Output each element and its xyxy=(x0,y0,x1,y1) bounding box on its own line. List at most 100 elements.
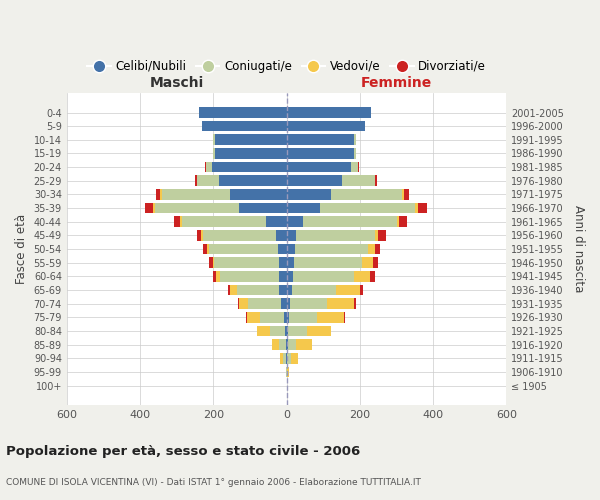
Bar xyxy=(281,298,287,309)
Bar xyxy=(156,189,160,200)
Bar xyxy=(303,216,397,227)
Bar xyxy=(248,298,281,309)
Bar xyxy=(374,230,378,240)
Bar xyxy=(201,230,203,240)
Bar xyxy=(290,298,327,309)
Bar xyxy=(307,326,331,336)
Text: Femmine: Femmine xyxy=(361,76,432,90)
Bar xyxy=(287,176,341,186)
Bar xyxy=(373,258,378,268)
Bar xyxy=(197,230,201,240)
Bar xyxy=(289,326,307,336)
Bar xyxy=(293,271,353,281)
Bar xyxy=(260,312,284,322)
Bar xyxy=(279,284,287,296)
Bar xyxy=(344,312,345,322)
Bar xyxy=(287,326,289,336)
Bar xyxy=(292,284,336,296)
Bar xyxy=(284,312,287,322)
Bar xyxy=(320,203,415,213)
Bar xyxy=(280,353,283,364)
Bar xyxy=(296,230,374,240)
Bar xyxy=(287,353,291,364)
Bar xyxy=(215,134,287,145)
Bar xyxy=(287,107,371,118)
Bar xyxy=(331,189,402,200)
Bar xyxy=(415,203,418,213)
Bar xyxy=(286,353,287,364)
Bar xyxy=(162,189,230,200)
Bar xyxy=(278,271,287,281)
Bar xyxy=(362,258,373,268)
Bar xyxy=(239,203,287,213)
Bar xyxy=(228,284,230,296)
Bar xyxy=(370,271,374,281)
Bar xyxy=(230,189,287,200)
Bar xyxy=(199,107,287,118)
Bar xyxy=(247,312,260,322)
Bar xyxy=(288,340,296,350)
Bar xyxy=(374,176,375,186)
Bar xyxy=(285,326,287,336)
Text: Popolazione per età, sesso e stato civile - 2006: Popolazione per età, sesso e stato civil… xyxy=(6,445,360,458)
Bar xyxy=(181,216,182,227)
Bar xyxy=(351,162,358,172)
Bar xyxy=(202,121,287,132)
Bar xyxy=(270,326,285,336)
Bar xyxy=(287,258,294,268)
Bar xyxy=(327,298,355,309)
Bar xyxy=(287,298,290,309)
Bar xyxy=(219,176,287,186)
Text: Maschi: Maschi xyxy=(149,76,204,90)
Bar xyxy=(287,312,289,322)
Bar xyxy=(291,353,298,364)
Bar xyxy=(182,216,266,227)
Bar xyxy=(153,203,155,213)
Bar xyxy=(209,258,212,268)
Bar xyxy=(400,216,407,227)
Bar xyxy=(195,176,197,186)
Bar xyxy=(360,284,363,296)
Bar xyxy=(287,230,296,240)
Bar xyxy=(145,203,153,213)
Bar xyxy=(286,366,287,378)
Bar xyxy=(374,244,380,254)
Bar xyxy=(203,230,277,240)
Legend: Celibi/Nubili, Coniugati/e, Vedovi/e, Divorziati/e: Celibi/Nubili, Coniugati/e, Vedovi/e, Di… xyxy=(82,55,491,78)
Bar xyxy=(287,121,365,132)
Bar xyxy=(220,271,278,281)
Bar xyxy=(257,326,270,336)
Y-axis label: Anni di nascita: Anni di nascita xyxy=(572,206,585,293)
Bar xyxy=(287,340,288,350)
Bar xyxy=(341,176,374,186)
Bar xyxy=(378,230,386,240)
Bar xyxy=(418,203,427,213)
Bar xyxy=(277,230,287,240)
Bar xyxy=(214,134,215,145)
Bar xyxy=(397,216,400,227)
Y-axis label: Fasce di età: Fasce di età xyxy=(15,214,28,284)
Bar xyxy=(209,244,278,254)
Bar xyxy=(287,203,320,213)
Bar xyxy=(358,162,359,172)
Bar xyxy=(286,340,287,350)
Bar xyxy=(355,134,356,145)
Bar xyxy=(289,312,317,322)
Bar xyxy=(404,189,409,200)
Bar xyxy=(238,298,239,309)
Bar xyxy=(203,244,207,254)
Bar xyxy=(207,244,209,254)
Bar xyxy=(160,189,162,200)
Bar xyxy=(296,340,312,350)
Bar xyxy=(317,312,344,322)
Bar xyxy=(230,284,237,296)
Bar xyxy=(355,298,356,309)
Bar xyxy=(278,258,287,268)
Bar xyxy=(214,148,215,159)
Bar xyxy=(353,271,370,281)
Bar xyxy=(287,189,331,200)
Bar xyxy=(206,162,212,172)
Bar xyxy=(402,189,404,200)
Bar xyxy=(237,284,279,296)
Bar xyxy=(155,203,239,213)
